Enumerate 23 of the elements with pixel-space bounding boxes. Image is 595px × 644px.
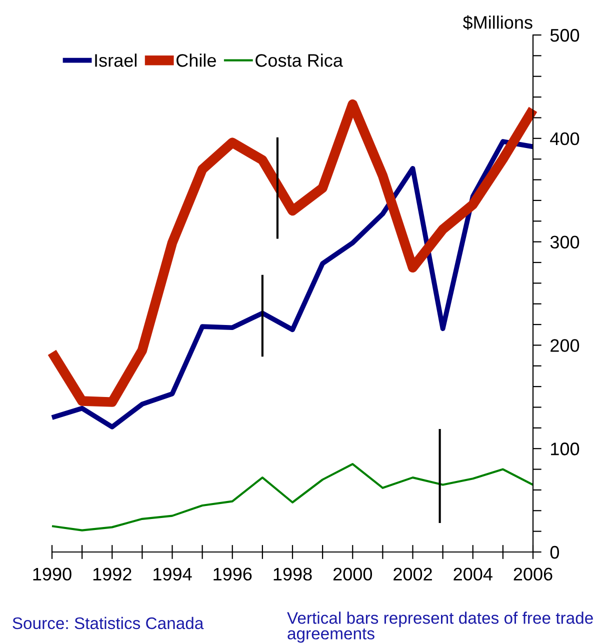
text: Vertical bars represent dates of free trade agreements (287, 612, 593, 643)
y-tick-label: 400 (550, 132, 580, 146)
y-tick-label: 0 (550, 546, 559, 559)
x-tick-label: 1996 (214, 568, 252, 581)
legend-label: Costa Rica (256, 54, 343, 67)
source-note: Source: Statistics Canada (12, 616, 204, 630)
x-tick-label: 2004 (454, 568, 492, 581)
y-tick-label: 500 (550, 28, 580, 42)
x-tick-label: 2006 (514, 568, 552, 581)
y-tick-label: 200 (550, 339, 580, 352)
x-tick-label: 1990 (33, 568, 72, 581)
line-series (50, 139, 536, 430)
legend-label: Chile (176, 54, 216, 67)
line-series (50, 463, 534, 532)
y-tick-label: 100 (551, 442, 580, 456)
x-tick-label: 1998 (274, 568, 312, 581)
legend-label: Israel (95, 54, 136, 67)
y-tick-label: 300 (550, 236, 580, 249)
x-tick-label: 2000 (333, 568, 372, 581)
x-tick-label: 1994 (154, 568, 192, 581)
x-tick-label: 2002 (394, 568, 432, 581)
x-tick-label: 1992 (93, 568, 132, 581)
y-axis-title: $Millions (462, 15, 532, 30)
